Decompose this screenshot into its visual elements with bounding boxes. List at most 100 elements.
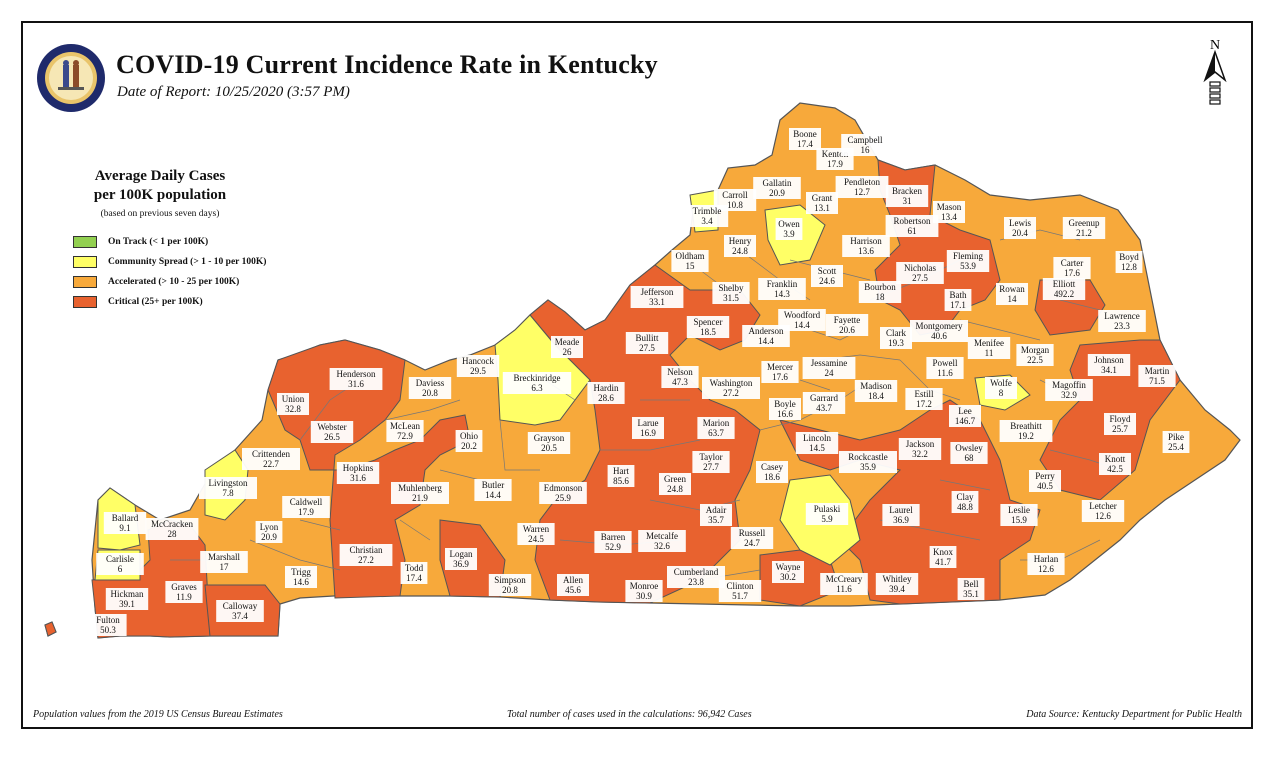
county-label-box	[957, 578, 985, 600]
county-name: Menifee	[974, 338, 1004, 348]
county-name: Edmonson	[544, 483, 583, 493]
county-name: Hickman	[111, 589, 144, 599]
county-label-box	[336, 462, 380, 484]
county-rate: 24.7	[744, 538, 760, 548]
county-rate: 36.9	[893, 515, 909, 525]
county-label-box	[625, 332, 669, 354]
county-rate: 16.9	[640, 428, 656, 438]
county-label-box	[702, 377, 760, 399]
county-rate: 27.2	[723, 388, 739, 398]
county-name: Greenup	[1069, 218, 1100, 228]
county-rate: 16.6	[777, 409, 793, 419]
county-label-box	[285, 566, 317, 588]
county-name: Boyd	[1119, 252, 1139, 262]
county-rate: 24.8	[732, 246, 748, 256]
county-label-box	[659, 473, 691, 495]
county-rate: 12.8	[1121, 262, 1137, 272]
county-rate: 41.7	[935, 557, 951, 567]
county-label-box	[700, 504, 732, 526]
county-rate: 18	[876, 292, 886, 302]
county-rate: 492.2	[1054, 289, 1074, 299]
county-rate: 33.1	[649, 297, 665, 307]
county-label-box	[724, 235, 756, 257]
county-label-box	[858, 281, 902, 303]
county-rate: 17.6	[772, 372, 788, 382]
county-rate: 35.7	[708, 515, 724, 525]
legend-item-community-spread: Community Spread (> 1 - 10 per 100K)	[73, 255, 266, 269]
county-rate: 6	[118, 564, 123, 574]
county-label-box	[949, 405, 981, 427]
county-label-box	[632, 417, 664, 439]
county-name: Ballard	[112, 513, 139, 523]
county-name: Green	[664, 474, 686, 484]
county-label-box	[517, 523, 555, 545]
county-rate: 45.6	[565, 585, 581, 595]
county-rate: 30.9	[636, 591, 652, 601]
county-label-box	[165, 581, 203, 603]
county-rate: 20.5	[541, 443, 557, 453]
county-rate: 20.8	[422, 388, 438, 398]
county-label-box	[329, 368, 383, 390]
county-label-box	[835, 176, 889, 198]
county-rate: 20.4	[1012, 228, 1028, 238]
county-rate: 10.8	[727, 200, 743, 210]
county-name: Carroll	[722, 190, 748, 200]
county-rate: 24	[825, 368, 835, 378]
county-name: Bracken	[892, 186, 922, 196]
county-rate: 71.5	[1149, 376, 1165, 386]
county-rate: 9.1	[119, 523, 130, 533]
county-rate: 17.4	[406, 573, 422, 583]
county-rate: 8	[999, 388, 1004, 398]
county-name: Simpson	[494, 575, 526, 585]
county-rate: 27.5	[639, 343, 655, 353]
county-label-box	[802, 392, 846, 414]
county-name: Adair	[706, 505, 727, 515]
county-rate: 20.8	[502, 585, 518, 595]
county-rate: 24.5	[528, 534, 544, 544]
county-label-box	[527, 432, 571, 454]
county-label-box	[686, 316, 730, 338]
county-name: Knott	[1105, 454, 1126, 464]
legend-title-line2: per 100K population	[93, 187, 227, 203]
county-label-box	[1087, 354, 1131, 376]
county-label-box	[910, 320, 968, 342]
county-rate: 31.6	[348, 379, 364, 389]
county-name: Rockcastle	[848, 452, 888, 462]
county-rate: 40.5	[1037, 481, 1053, 491]
county-rate: 17.4	[797, 139, 813, 149]
county-name: Breckinridge	[514, 373, 561, 383]
county-label-box	[761, 361, 799, 383]
county-name: Anderson	[749, 326, 784, 336]
county-label-box	[769, 398, 801, 420]
county-rate: 14.6	[293, 577, 309, 587]
county-label-box	[455, 430, 483, 452]
county-name: Ohio	[460, 431, 479, 441]
county-label-box	[772, 561, 804, 583]
county-name: Butler	[482, 480, 505, 490]
county-label-box	[1104, 413, 1136, 435]
